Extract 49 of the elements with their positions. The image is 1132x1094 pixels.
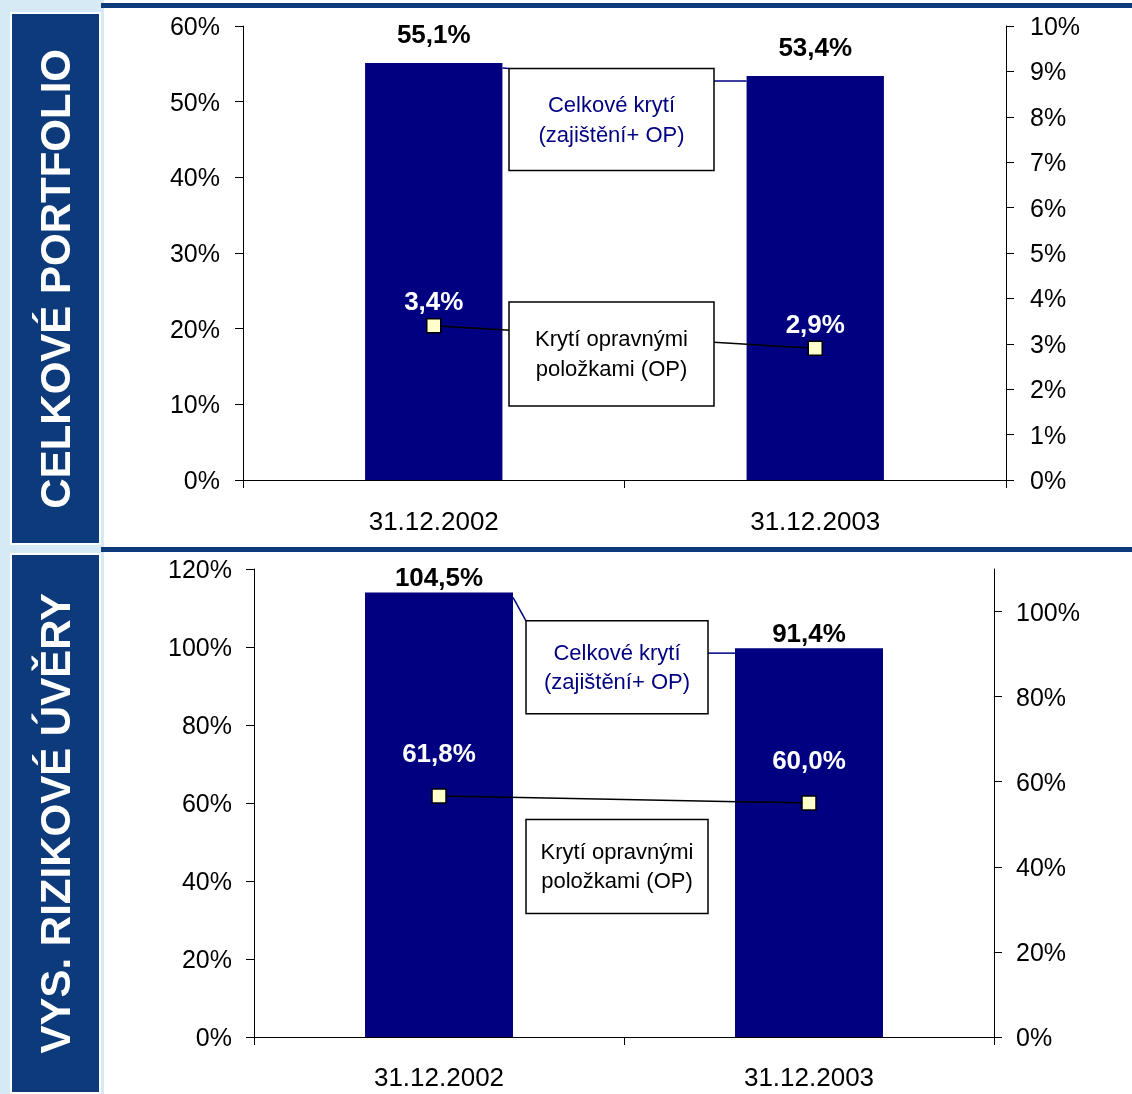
x-tick-label: 31.12.2003 [750, 506, 881, 536]
series-label: Krytí opravnými položkami (OP) [539, 838, 695, 896]
y-tick-label: 100% [168, 633, 232, 661]
data-label: 2,9% [785, 308, 845, 339]
data-label: 53,4% [778, 31, 853, 62]
data-label: 55,1% [396, 19, 471, 50]
x-tick-label: 31.12.2002 [373, 1062, 505, 1092]
text: VYS. RIZIKOVÉ ÚVĚRY [31, 593, 79, 1054]
y-tick-label: 120% [168, 555, 232, 583]
y-tick-label: 20% [181, 945, 232, 973]
y-tick-label: 0% [195, 1023, 232, 1051]
data-label: 91,4% [772, 618, 846, 649]
x-tick-label: 31.12.2002 [368, 506, 499, 536]
y2-tick-label: 4% [1030, 284, 1067, 313]
y-tick-label: 10% [169, 390, 220, 419]
y2-tick-label: 100% [1016, 597, 1080, 626]
series-label: Celkové krytí (zajištění+ OP) [537, 90, 686, 149]
y-tick-label: 60% [169, 12, 220, 40]
y2-tick-label: 80% [1016, 682, 1067, 711]
data-label: 60,0% [772, 745, 846, 776]
y2-tick-label: 2% [1030, 375, 1067, 404]
data-label: 3,4% [404, 285, 464, 316]
y-tick-label: 40% [181, 867, 232, 895]
text: CELKOVÉ PORTFOLIO [31, 48, 79, 509]
y2-tick-label: 5% [1030, 239, 1067, 267]
y2-tick-label: 3% [1030, 329, 1067, 358]
y2-tick-label: 10% [1030, 12, 1081, 40]
x-tick-label: 31.12.2003 [743, 1062, 875, 1092]
y2-tick-label: 20% [1016, 937, 1067, 966]
data-label: 61,8% [402, 738, 476, 769]
y2-tick-label: 1% [1030, 420, 1067, 449]
y-tick-label: 30% [169, 239, 220, 267]
y2-tick-label: 40% [1016, 852, 1067, 881]
y-tick-label: 60% [181, 789, 232, 817]
y2-tick-label: 7% [1030, 148, 1067, 177]
y2-tick-label: 60% [1016, 767, 1067, 796]
series-label: Krytí opravnými položkami (OP) [534, 325, 689, 383]
legend-label: Celkové krytí (zajištění+ OP) [542, 639, 692, 697]
y2-tick-label: 6% [1030, 193, 1067, 222]
y-tick-label: 50% [169, 87, 220, 116]
data-label: 104,5% [394, 562, 484, 593]
y2-tick-label: 9% [1030, 57, 1067, 86]
y2-tick-label: 0% [1030, 466, 1067, 494]
y-tick-label: 40% [169, 163, 220, 192]
y2-tick-label: 8% [1030, 102, 1067, 131]
y-tick-label: 80% [181, 711, 232, 739]
y-tick-label: 0% [183, 466, 220, 494]
y2-tick-label: 0% [1016, 1023, 1053, 1051]
y-tick-label: 20% [169, 314, 220, 343]
